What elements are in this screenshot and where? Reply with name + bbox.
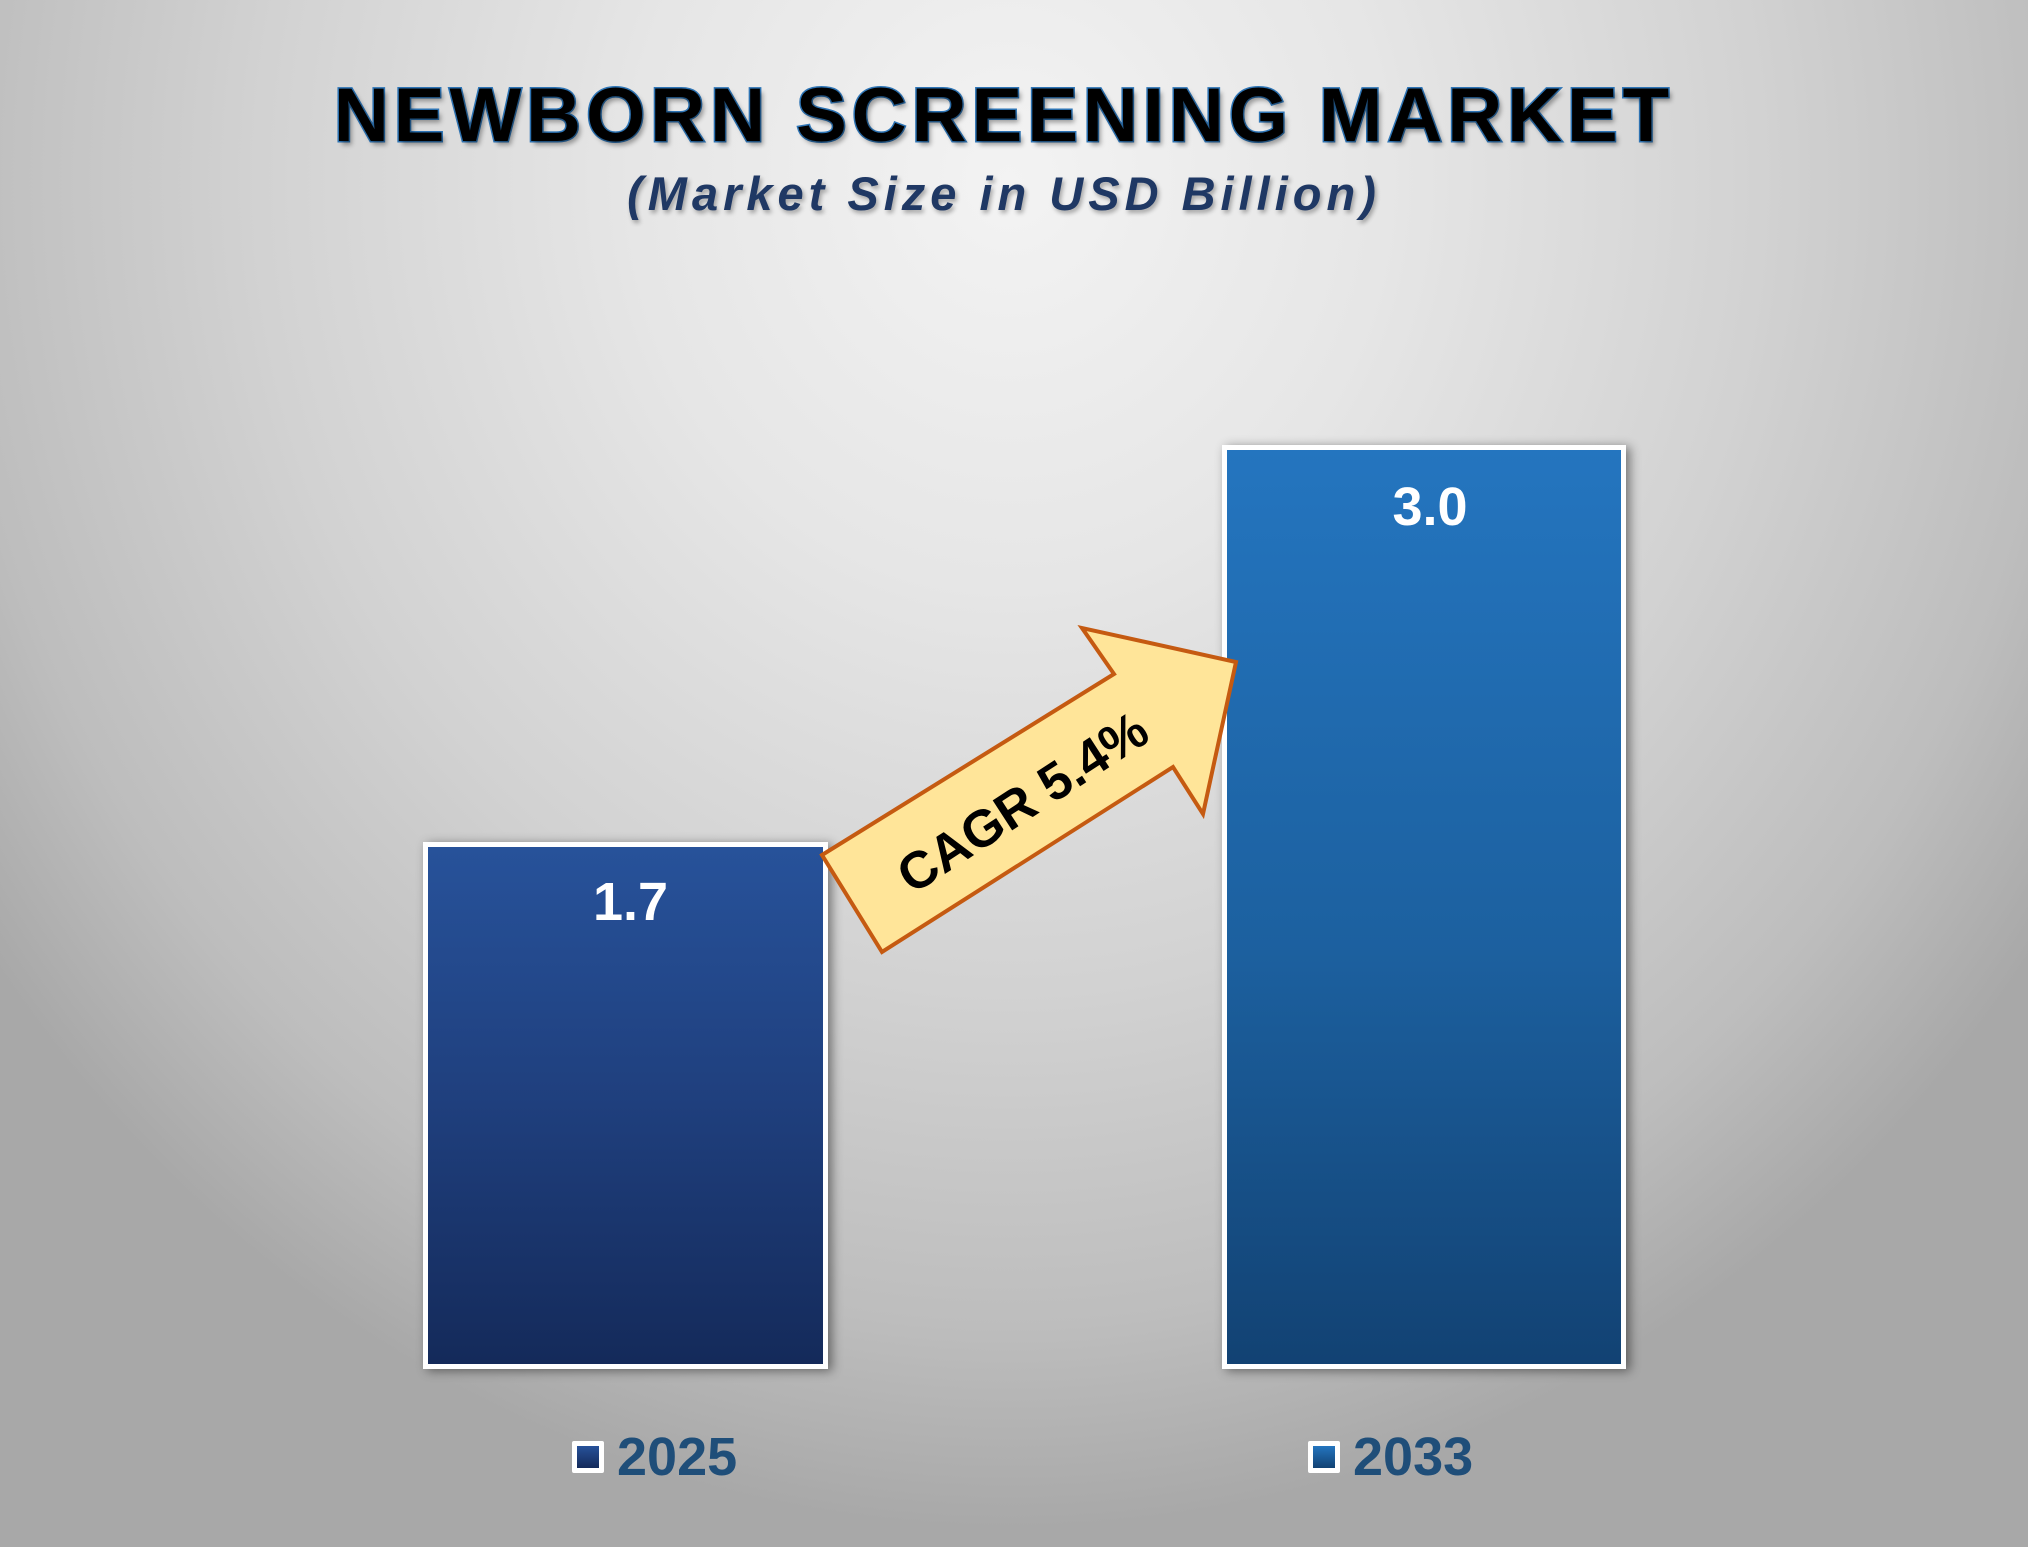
bar-value-label-2033: 3.0 (1392, 477, 1468, 537)
bar-value-label-2025: 1.7 (592, 872, 669, 932)
chart-title: NEWBORN SCREENING MARKET (332, 73, 1675, 158)
bar-2033: 3.0 (1222, 445, 1626, 1369)
bar-2025: 1.7 (423, 842, 828, 1369)
legend-label-2033: 2033 (1353, 1427, 1474, 1487)
cagr-arrow-shape (819, 624, 1239, 955)
legend-label-2025: 2025 (617, 1427, 738, 1487)
legend-swatch-icon (1308, 1441, 1340, 1473)
legend-item-2025: 2025 (572, 1427, 738, 1487)
chart-subtitle: (Market Size in USD Billion) (627, 167, 1381, 220)
legend-swatch-icon (572, 1441, 604, 1473)
legend-item-2033: 2033 (1308, 1427, 1474, 1487)
